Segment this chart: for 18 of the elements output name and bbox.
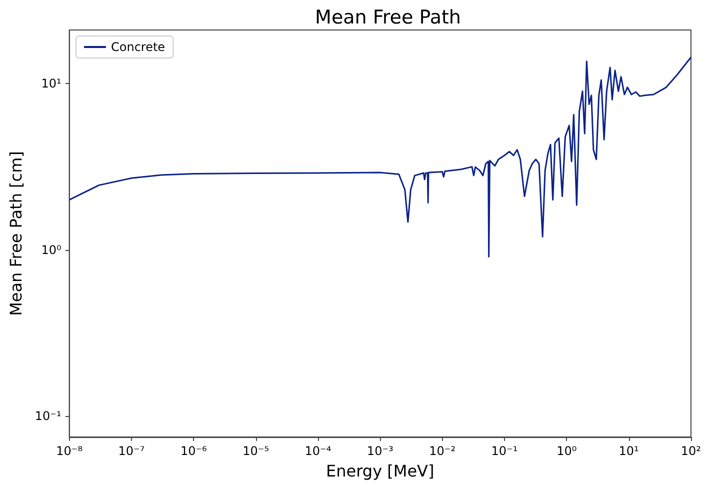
x-axis-title: Energy [MeV] [326, 462, 434, 480]
x-tick-label: 10⁻⁶ [180, 444, 208, 458]
x-tick-label: 10² [680, 444, 702, 458]
chart-title: Mean Free Path [315, 6, 461, 28]
x-tick-label: 10⁰ [556, 444, 577, 458]
x-tick-label: 10⁻⁵ [242, 444, 270, 458]
x-tick-label: 10⁻⁷ [118, 444, 145, 458]
x-tick-label: 10⁻⁴ [304, 444, 332, 458]
x-tick-label: 10⁻² [429, 444, 456, 458]
x-tick-label: 10¹ [618, 444, 640, 458]
x-tick-label: 10⁻¹ [491, 444, 518, 458]
x-tick-label: 10⁻⁸ [56, 444, 83, 458]
y-tick-label: 10¹ [41, 76, 62, 91]
y-tick-label: 10⁰ [41, 242, 62, 257]
legend-label: Concrete [111, 40, 166, 54]
x-tick-label: 10⁻³ [366, 444, 394, 458]
y-tick-label: 10⁻¹ [34, 409, 62, 424]
y-axis-title: Mean Free Path [cm] [6, 151, 26, 316]
